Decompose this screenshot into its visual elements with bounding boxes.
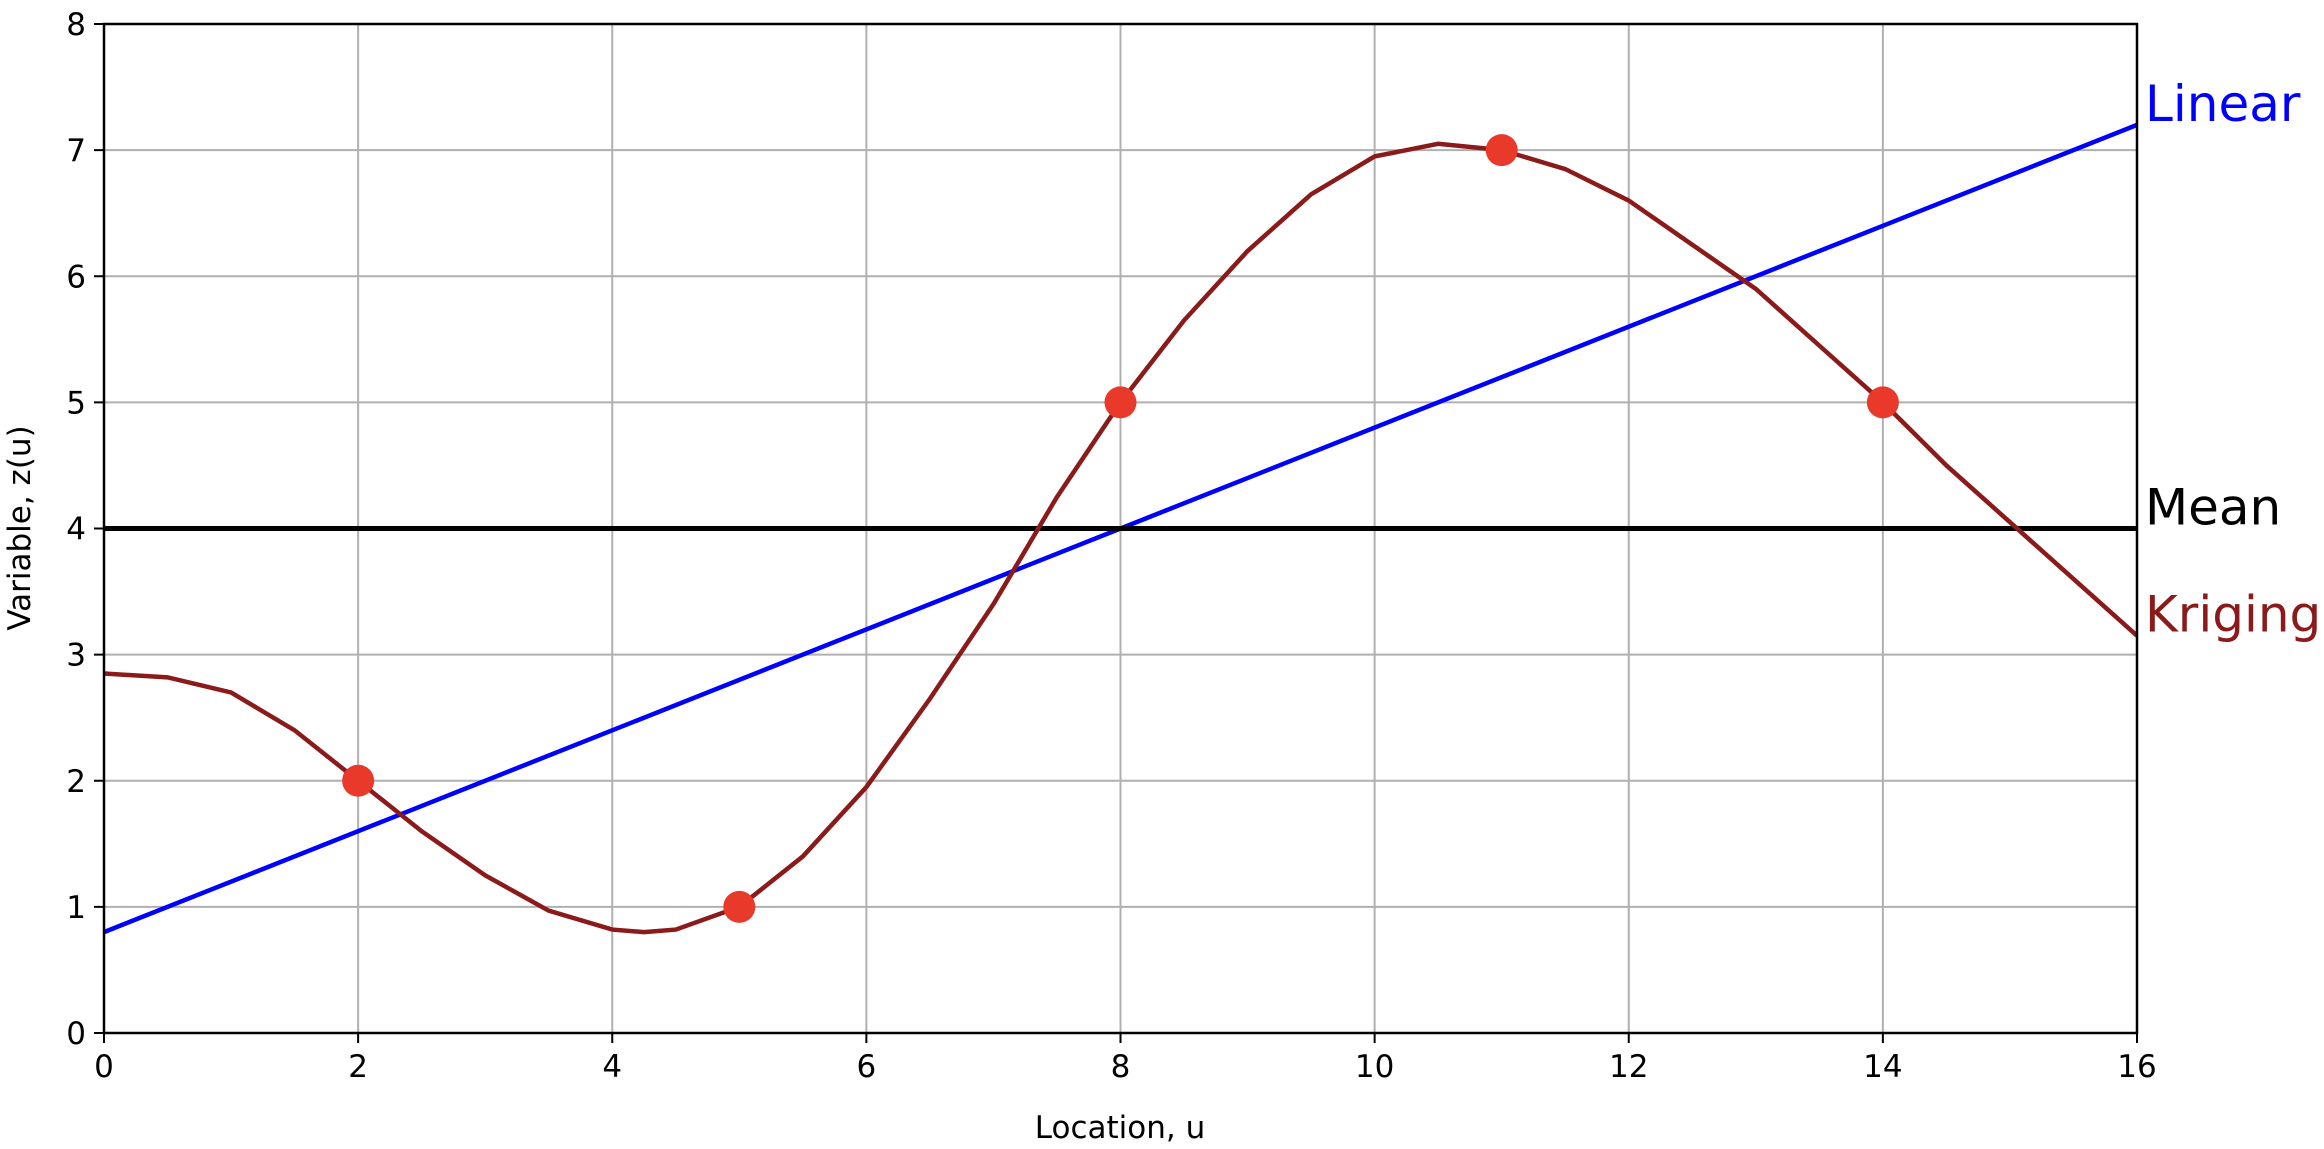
x-tick-label: 2 xyxy=(348,1049,368,1085)
series-label: Linear xyxy=(2145,75,2301,133)
y-tick-label: 7 xyxy=(66,133,86,169)
y-tick-label: 5 xyxy=(66,385,86,421)
x-tick-label: 10 xyxy=(1355,1049,1394,1085)
data-point xyxy=(1104,386,1137,419)
series-line xyxy=(103,141,2139,935)
data-point xyxy=(1485,134,1518,167)
x-tick-label: 12 xyxy=(1609,1049,1648,1085)
y-tick-label: 4 xyxy=(66,512,86,548)
plot-frame xyxy=(102,22,2139,1035)
x-tick-label: 8 xyxy=(1111,1049,1131,1085)
data-point xyxy=(723,890,756,923)
series-label: Mean xyxy=(2145,479,2281,537)
y-tick-label: 0 xyxy=(66,1016,86,1052)
x-tick-label: 4 xyxy=(602,1049,622,1085)
data-point xyxy=(342,764,375,797)
y-tick-label: 8 xyxy=(66,7,86,43)
data-point xyxy=(1866,386,1899,419)
x-tick-label: 0 xyxy=(94,1049,114,1085)
y-axis-label: Variable, z(u) xyxy=(2,425,38,630)
y-tick-label: 2 xyxy=(66,764,86,800)
x-tick-label: 14 xyxy=(1863,1049,1902,1085)
x-axis-label: Location, u xyxy=(1035,1110,1205,1146)
y-tick-label: 3 xyxy=(66,638,86,674)
y-tick-label: 6 xyxy=(66,259,86,295)
series-label: Kriging xyxy=(2145,586,2321,644)
x-tick-label: 6 xyxy=(857,1049,877,1085)
x-tick-label: 16 xyxy=(2117,1049,2156,1085)
y-tick-label: 1 xyxy=(66,890,86,926)
